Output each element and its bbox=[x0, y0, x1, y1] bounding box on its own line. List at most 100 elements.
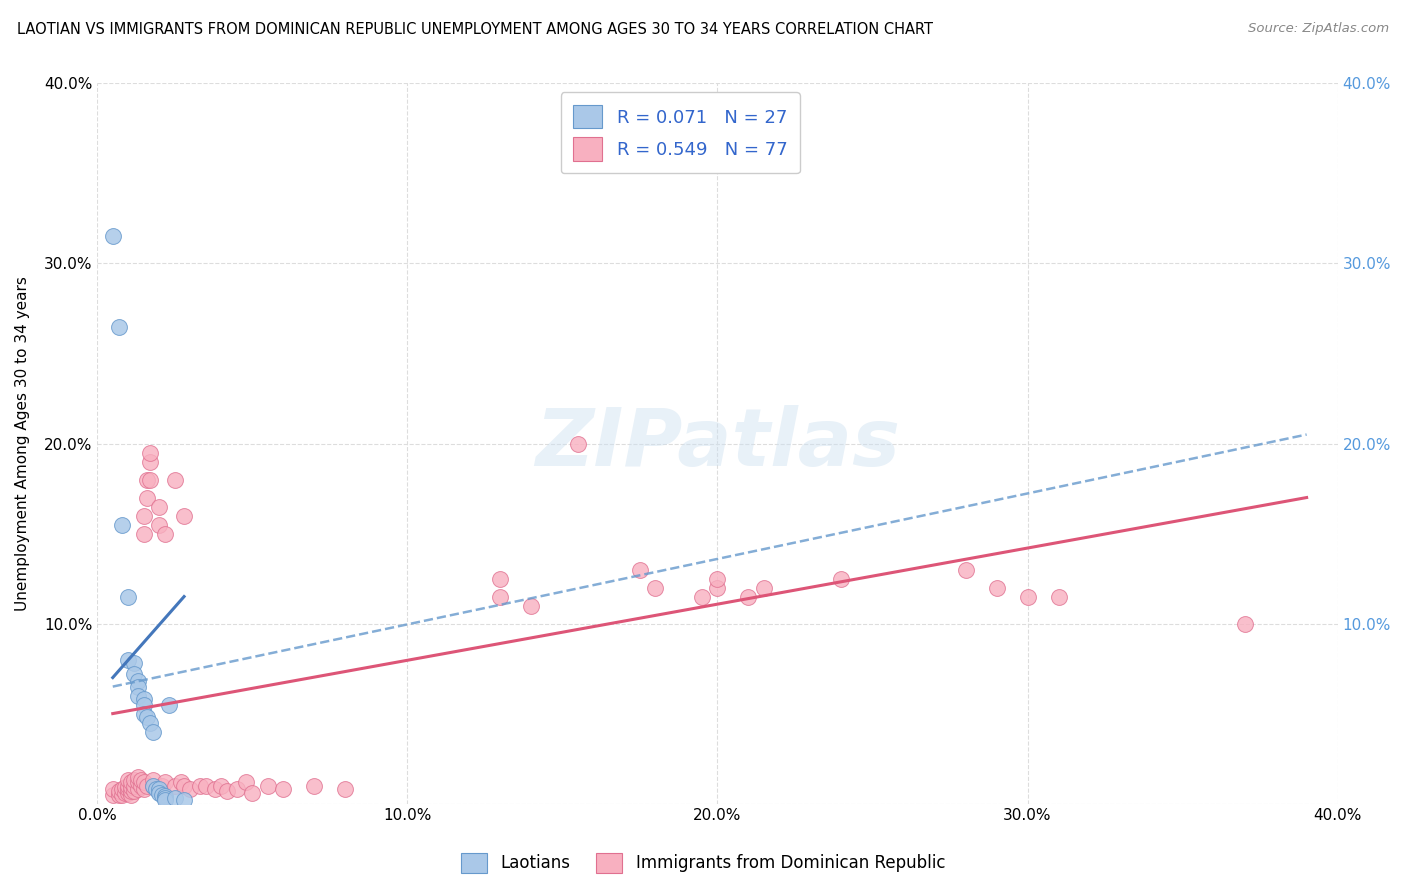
Point bbox=[139, 473, 162, 487]
Point bbox=[142, 779, 165, 793]
Point bbox=[1047, 590, 1070, 604]
Point bbox=[567, 436, 589, 450]
Text: Source: ZipAtlas.com: Source: ZipAtlas.com bbox=[1249, 22, 1389, 36]
Point bbox=[124, 773, 146, 788]
Point bbox=[148, 782, 170, 797]
Point bbox=[194, 779, 217, 793]
Point bbox=[129, 779, 152, 793]
Text: ZIPatlas: ZIPatlas bbox=[534, 405, 900, 483]
Point bbox=[173, 793, 195, 807]
Point bbox=[135, 473, 157, 487]
Point bbox=[955, 563, 977, 577]
Point bbox=[752, 581, 775, 595]
Point bbox=[217, 784, 239, 798]
Point bbox=[132, 508, 155, 523]
Point bbox=[148, 782, 170, 797]
Legend: Laotians, Immigrants from Dominican Republic: Laotians, Immigrants from Dominican Repu… bbox=[454, 847, 952, 880]
Point bbox=[155, 791, 177, 805]
Point bbox=[139, 454, 162, 468]
Point bbox=[706, 572, 728, 586]
Point bbox=[111, 517, 134, 532]
Point bbox=[150, 788, 173, 802]
Point bbox=[132, 692, 155, 706]
Point bbox=[157, 698, 180, 712]
Point bbox=[114, 780, 136, 795]
Point bbox=[132, 782, 155, 797]
Point bbox=[117, 590, 139, 604]
Point bbox=[111, 788, 134, 802]
Point bbox=[173, 779, 195, 793]
Point bbox=[737, 590, 759, 604]
Point bbox=[127, 674, 149, 689]
Point bbox=[101, 782, 124, 797]
Point bbox=[117, 773, 139, 788]
Point bbox=[148, 500, 170, 514]
Point bbox=[101, 788, 124, 802]
Point bbox=[124, 779, 146, 793]
Point bbox=[108, 784, 131, 798]
Point bbox=[690, 590, 713, 604]
Point bbox=[124, 667, 146, 681]
Point bbox=[1233, 616, 1256, 631]
Point bbox=[489, 590, 512, 604]
Point bbox=[114, 786, 136, 800]
Point bbox=[204, 782, 226, 797]
Point bbox=[150, 779, 173, 793]
Point bbox=[986, 581, 1008, 595]
Text: LAOTIAN VS IMMIGRANTS FROM DOMINICAN REPUBLIC UNEMPLOYMENT AMONG AGES 30 TO 34 Y: LAOTIAN VS IMMIGRANTS FROM DOMINICAN REP… bbox=[17, 22, 932, 37]
Point bbox=[127, 680, 149, 694]
Point bbox=[155, 793, 177, 807]
Point bbox=[139, 445, 162, 459]
Point bbox=[335, 782, 357, 797]
Point bbox=[148, 786, 170, 800]
Point bbox=[209, 779, 232, 793]
Point bbox=[132, 775, 155, 789]
Point bbox=[256, 779, 278, 793]
Point bbox=[163, 473, 186, 487]
Point bbox=[142, 773, 165, 788]
Point bbox=[120, 784, 142, 798]
Point bbox=[120, 780, 142, 795]
Point bbox=[127, 770, 149, 784]
Point bbox=[520, 599, 543, 613]
Point bbox=[127, 689, 149, 703]
Point bbox=[235, 775, 257, 789]
Point bbox=[135, 710, 157, 724]
Point bbox=[830, 572, 852, 586]
Point bbox=[1017, 590, 1039, 604]
Point bbox=[124, 784, 146, 798]
Point bbox=[170, 775, 193, 789]
Point bbox=[129, 773, 152, 788]
Point bbox=[101, 229, 124, 244]
Point bbox=[644, 581, 666, 595]
Point bbox=[135, 491, 157, 505]
Point bbox=[706, 581, 728, 595]
Point bbox=[155, 526, 177, 541]
Point bbox=[148, 517, 170, 532]
Point bbox=[155, 789, 177, 804]
Point bbox=[111, 782, 134, 797]
Point bbox=[163, 779, 186, 793]
Point bbox=[117, 782, 139, 797]
Point bbox=[142, 779, 165, 793]
Y-axis label: Unemployment Among Ages 30 to 34 years: Unemployment Among Ages 30 to 34 years bbox=[15, 277, 30, 611]
Point bbox=[108, 788, 131, 802]
Point bbox=[271, 782, 294, 797]
Point bbox=[127, 775, 149, 789]
Point bbox=[489, 572, 512, 586]
Point bbox=[240, 786, 263, 800]
Point bbox=[225, 782, 247, 797]
Point bbox=[145, 782, 167, 797]
Point bbox=[120, 788, 142, 802]
Point bbox=[132, 706, 155, 721]
Point bbox=[132, 526, 155, 541]
Point bbox=[628, 563, 651, 577]
Point bbox=[173, 508, 195, 523]
Point bbox=[117, 779, 139, 793]
Legend: R = 0.071   N = 27, R = 0.549   N = 77: R = 0.071 N = 27, R = 0.549 N = 77 bbox=[561, 93, 800, 173]
Point bbox=[124, 656, 146, 670]
Point bbox=[117, 786, 139, 800]
Point bbox=[179, 782, 201, 797]
Point bbox=[108, 319, 131, 334]
Point bbox=[132, 698, 155, 712]
